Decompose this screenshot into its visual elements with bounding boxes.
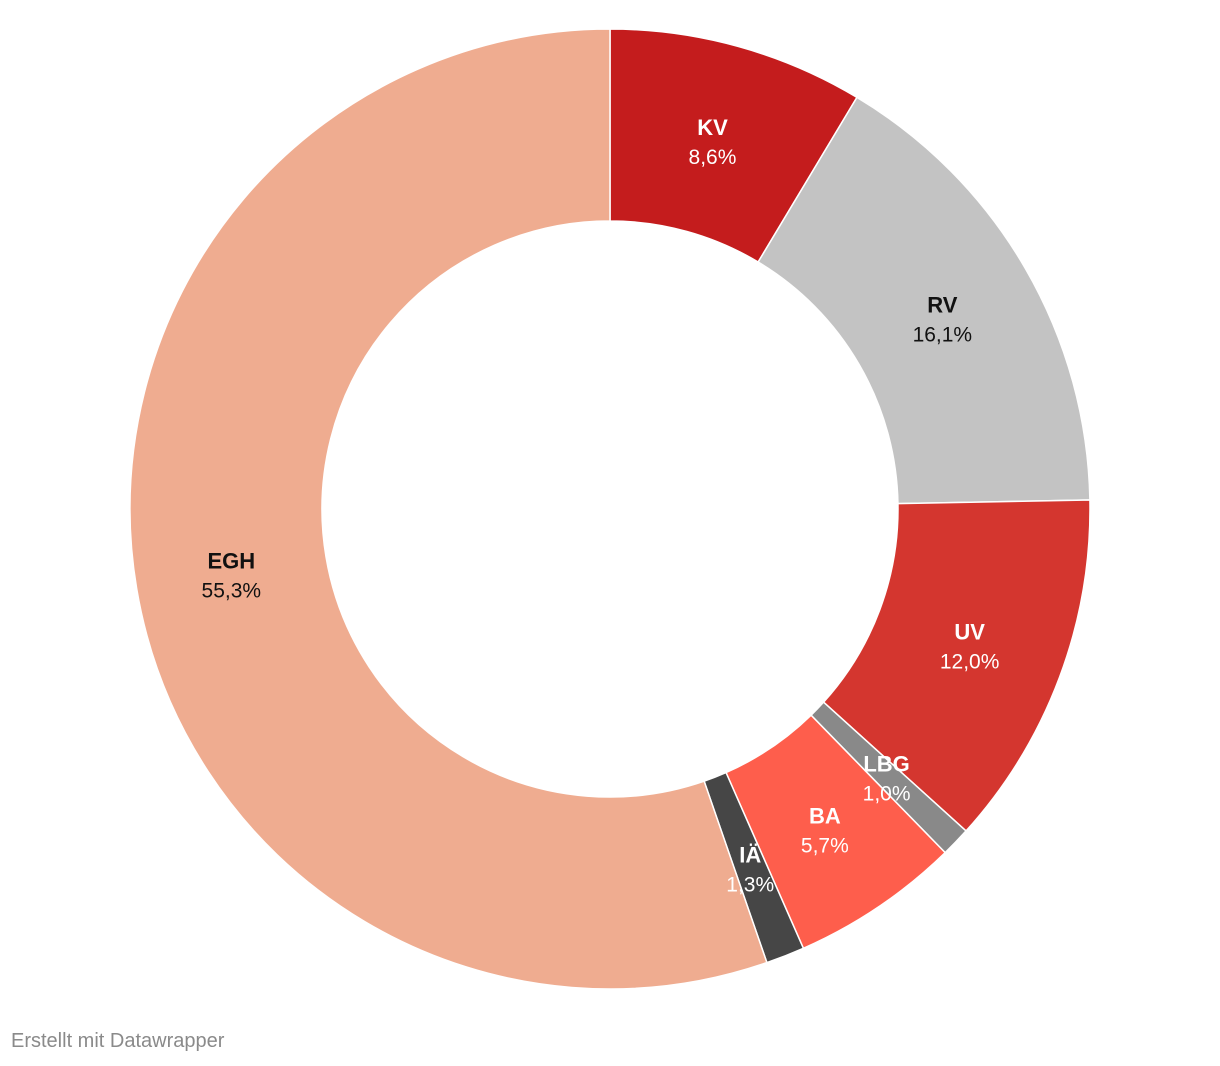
slice-label-uv: UV <box>954 620 985 645</box>
credit-text: Erstellt mit Datawrapper <box>11 1030 225 1052</box>
slice-value-egh: 55,3% <box>202 580 262 603</box>
slice-value-rv: 16,1% <box>913 324 973 347</box>
slice-labels: KV 8,6% RV 16,1% UV 12,0% LBG 1,0% BA 5,7% IÄ 1,3% E… <box>202 115 1000 897</box>
slice-value-kv: 8,6% <box>689 146 737 169</box>
slice-value-ba: 5,7% <box>801 834 849 857</box>
slice-value-lbg: 1,0% <box>863 782 911 805</box>
slice-rv <box>757 96 1091 505</box>
slices <box>129 28 1091 990</box>
slice-value-uv: 12,0% <box>940 651 1000 674</box>
slice-label-rv: RV <box>927 293 957 318</box>
slice-egh <box>129 28 768 990</box>
slice-value-iä: 1,3% <box>726 873 774 896</box>
slice-label-kv: KV <box>697 115 728 140</box>
slice-label-iä: IÄ <box>739 842 761 867</box>
slice-label-egh: EGH <box>207 549 255 574</box>
slice-label-lbg: LBG <box>863 751 909 776</box>
slice-label-ba: BA <box>809 803 841 828</box>
